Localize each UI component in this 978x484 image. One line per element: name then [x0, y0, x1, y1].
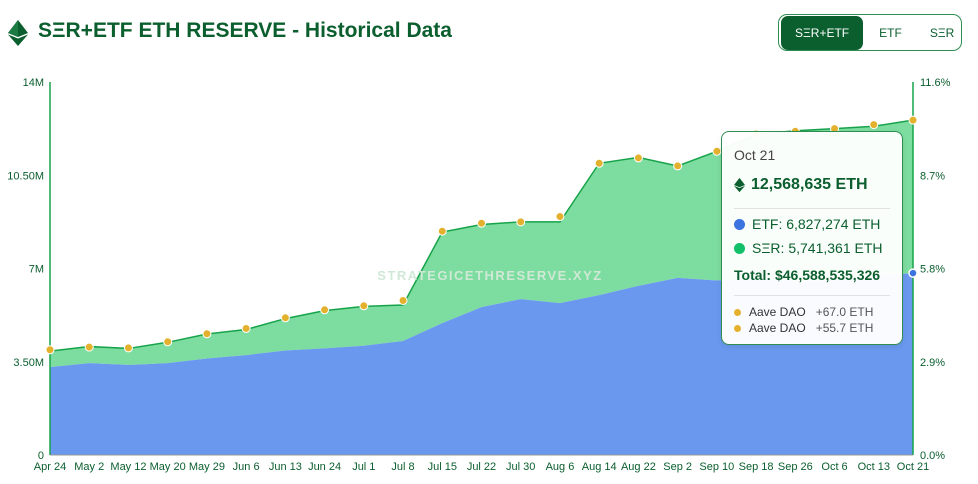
x-tick-label: Jun 6 — [233, 461, 260, 473]
tooltip-total-eth: 12,568,635 ETH — [734, 176, 868, 194]
x-tick-label: Jul 22 — [467, 461, 496, 473]
x-tick-label: Jun 24 — [308, 461, 341, 473]
tooltip-total-eth-value: 12,568,635 ETH — [751, 176, 868, 193]
x-tick-label: Jun 13 — [269, 461, 302, 473]
event-marker[interactable] — [163, 337, 173, 347]
x-tick-label: Sep 26 — [778, 461, 813, 473]
event-marker[interactable] — [516, 217, 526, 227]
event-marker[interactable] — [202, 329, 212, 339]
tooltip-ser-value: SΞR: 5,741,361 ETH — [752, 240, 883, 256]
y-tick-label: 10.50M — [7, 170, 44, 182]
event-marker[interactable] — [45, 345, 55, 355]
x-tick-label: Apr 24 — [34, 461, 66, 473]
watermark: STRATEGICETHRESERVE.XYZ — [377, 268, 602, 283]
event-marker[interactable] — [555, 212, 565, 222]
tooltip-ser-row: SΞR: 5,741,361 ETH — [734, 240, 883, 256]
event-marker[interactable] — [320, 305, 330, 315]
y2-tick-label: 5.8% — [920, 264, 945, 276]
x-tick-label: May 29 — [189, 461, 225, 473]
tooltip-event-amount: +55.7 ETH — [815, 321, 874, 335]
event-dot-icon — [734, 324, 741, 332]
x-tick-label: Jul 1 — [352, 461, 375, 473]
x-tick-label: Sep 10 — [699, 461, 734, 473]
tooltip-event-name: Aave DAO — [749, 321, 806, 335]
event-marker[interactable] — [84, 342, 94, 352]
tooltip-divider — [734, 208, 890, 209]
event-marker[interactable] — [123, 343, 133, 353]
x-tick-label: May 20 — [150, 461, 186, 473]
header: SΞR+ETF ETH RESERVE - Historical Data SΞ… — [0, 0, 978, 70]
x-tick-label: Oct 13 — [858, 461, 890, 473]
event-marker[interactable] — [437, 226, 447, 236]
x-tick-label: Jul 8 — [391, 461, 414, 473]
event-marker[interactable] — [633, 153, 643, 163]
y-tick-label: 14M — [23, 77, 44, 89]
event-marker[interactable] — [712, 146, 722, 156]
ethereum-icon — [734, 177, 745, 193]
y-tick-label: 7M — [29, 264, 44, 276]
event-marker[interactable] — [359, 301, 369, 311]
y-tick-label: 0 — [38, 450, 44, 462]
tooltip-event-amount: +67.0 ETH — [815, 305, 874, 319]
x-tick-label: Aug 22 — [621, 461, 656, 473]
event-marker[interactable] — [280, 313, 290, 323]
x-tick-label: Sep 2 — [663, 461, 692, 473]
tooltip-total-usd: Total: $46,588,535,326 — [734, 267, 881, 283]
tab-ser-etf[interactable]: SΞR+ETF — [781, 15, 864, 50]
ethereum-icon — [8, 20, 28, 46]
x-tick-label: Oct 6 — [821, 461, 847, 473]
tooltip-etf-value: ETF: 6,827,274 ETH — [752, 216, 881, 232]
ser-dot-icon — [734, 242, 745, 254]
event-marker[interactable] — [477, 218, 486, 228]
event-marker[interactable] — [869, 120, 879, 130]
x-tick-label: May 2 — [74, 461, 104, 473]
tooltip-divider — [734, 295, 890, 296]
event-dot-icon — [734, 308, 741, 316]
x-tick-label: May 12 — [110, 461, 146, 473]
page-title: SΞR+ETF ETH RESERVE - Historical Data — [38, 19, 452, 42]
x-tick-label: Jul 30 — [506, 461, 535, 473]
x-tick-label: Aug 14 — [582, 461, 617, 473]
y-tick-label: 3.50M — [13, 357, 44, 369]
y2-tick-label: 8.7% — [920, 170, 945, 182]
tooltip-event: Aave DAO +55.7 ETH — [734, 321, 873, 335]
x-tick-label: Aug 6 — [546, 461, 575, 473]
tab-ser[interactable]: SΞR — [929, 25, 955, 40]
event-marker[interactable] — [673, 161, 683, 171]
y2-tick-label: 11.6% — [920, 77, 951, 89]
tooltip-etf-row: ETF: 6,827,274 ETH — [734, 216, 880, 232]
event-marker[interactable] — [241, 323, 251, 333]
y2-tick-label: 0.0% — [920, 450, 945, 462]
x-tick-label: Sep 18 — [739, 461, 774, 473]
tab-etf[interactable]: ETF — [879, 25, 902, 40]
tooltip-date: Oct 21 — [734, 147, 776, 163]
event-marker[interactable] — [594, 158, 604, 168]
tooltip-event-name: Aave DAO — [749, 305, 806, 319]
tooltip-event: Aave DAO +67.0 ETH — [734, 305, 873, 319]
etf-area — [50, 273, 913, 455]
etf-dot-icon — [734, 218, 745, 230]
event-marker[interactable] — [398, 295, 408, 305]
ser-area — [50, 120, 913, 368]
event-marker[interactable] — [908, 115, 918, 125]
view-switcher: SΞR+ETF ETF SΞR — [778, 14, 962, 51]
y2-tick-label: 2.9% — [920, 357, 945, 369]
x-tick-label: Jul 15 — [428, 461, 457, 473]
etf-hover-point — [908, 268, 918, 278]
x-tick-label: Oct 21 — [897, 461, 929, 473]
tooltip: Oct 21 12,568,635 ETH ETF: 6,827,274 ETH… — [721, 131, 903, 345]
